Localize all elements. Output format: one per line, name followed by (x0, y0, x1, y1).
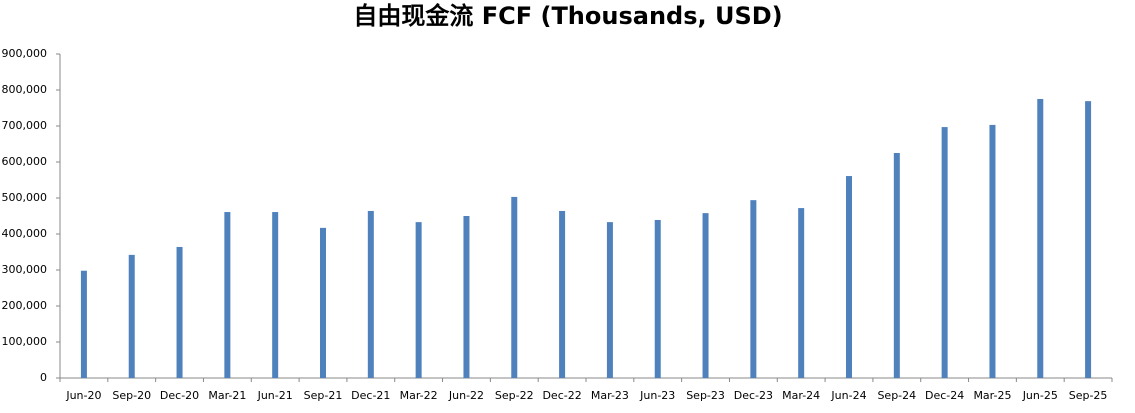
x-tick-label: Jun-20 (65, 389, 101, 402)
bar (702, 213, 709, 378)
y-tick-label: 600,000 (2, 155, 48, 168)
x-tick-label: Sep-20 (112, 389, 151, 402)
x-tick-label: Mar-25 (973, 389, 1011, 402)
x-tick-label: Mar-21 (208, 389, 246, 402)
x-tick-label: Jun-24 (830, 389, 866, 402)
x-tick-label: Mar-23 (591, 389, 629, 402)
bar (989, 124, 996, 378)
x-tick-label: Sep-23 (686, 389, 725, 402)
bar (320, 227, 326, 378)
chart-title: 自由现金流 FCF (Thousands, USD) (353, 2, 782, 30)
y-tick-label: 800,000 (2, 83, 48, 96)
y-tick-label: 0 (40, 371, 47, 384)
x-tick-label: Mar-22 (400, 389, 438, 402)
bar (128, 254, 135, 378)
bar (606, 222, 613, 378)
bar (1085, 101, 1092, 378)
x-tick-label: Jun-25 (1022, 389, 1058, 402)
x-tick-label: Sep-25 (1069, 389, 1108, 402)
x-tick-label: Dec-20 (160, 389, 199, 402)
bar (224, 212, 231, 378)
y-tick-label: 300,000 (2, 263, 48, 276)
x-tick-label: Mar-24 (782, 389, 820, 402)
bar (654, 219, 661, 378)
bar (176, 246, 183, 378)
bar (750, 200, 757, 378)
y-tick-label: 100,000 (2, 335, 48, 348)
x-tick-label: Dec-24 (925, 389, 964, 402)
bar (893, 153, 900, 378)
bar (941, 127, 948, 378)
bar (463, 216, 470, 378)
bar (1037, 99, 1044, 378)
x-tick-label: Sep-22 (495, 389, 534, 402)
y-tick-label: 900,000 (2, 47, 48, 60)
y-tick-label: 200,000 (2, 299, 48, 312)
x-tick-label: Sep-21 (304, 389, 343, 402)
x-tick-label: Jun-21 (257, 389, 293, 402)
bar (798, 208, 805, 378)
y-tick-label: 700,000 (2, 119, 48, 132)
y-tick-label: 400,000 (2, 227, 48, 240)
bar (80, 270, 87, 378)
x-tick-label: Jun-22 (448, 389, 484, 402)
y-tick-label: 500,000 (2, 191, 48, 204)
bar (846, 176, 852, 378)
bar (415, 222, 422, 378)
x-tick-label: Sep-24 (877, 389, 916, 402)
bar (272, 212, 279, 378)
bar (559, 210, 566, 378)
x-tick-label: Jun-23 (639, 389, 675, 402)
bar (511, 196, 518, 378)
bar (367, 210, 374, 378)
x-tick-label: Dec-21 (351, 389, 390, 402)
x-tick-label: Dec-22 (542, 389, 581, 402)
x-tick-label: Dec-23 (734, 389, 773, 402)
